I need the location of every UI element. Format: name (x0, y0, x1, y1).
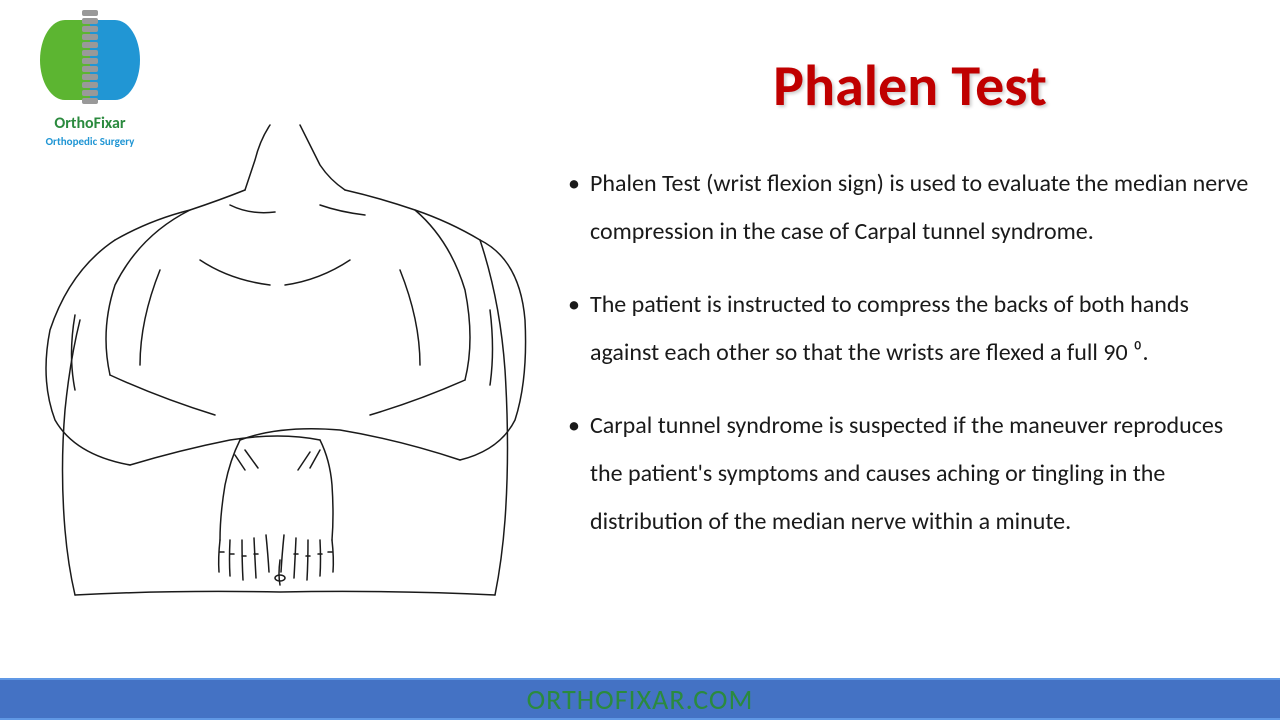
bullet-item: Carpal tunnel syndrome is suspected if t… (560, 402, 1255, 546)
content-area: Phalen Test (wrist flexion sign) is used… (560, 160, 1255, 571)
bullet-item: Phalen Test (wrist flexion sign) is used… (560, 160, 1255, 256)
bullet-list: Phalen Test (wrist flexion sign) is used… (560, 160, 1255, 546)
footer-url-text: ORTHOFIXAR.COM (527, 682, 754, 717)
page-title: Phalen Test (560, 50, 1260, 121)
phalen-test-illustration (20, 120, 540, 600)
bullet-item: The patient is instructed to compress th… (560, 281, 1255, 377)
footer-bar: ORTHOFIXAR.COM (0, 678, 1280, 720)
logo-graphic (35, 10, 145, 110)
